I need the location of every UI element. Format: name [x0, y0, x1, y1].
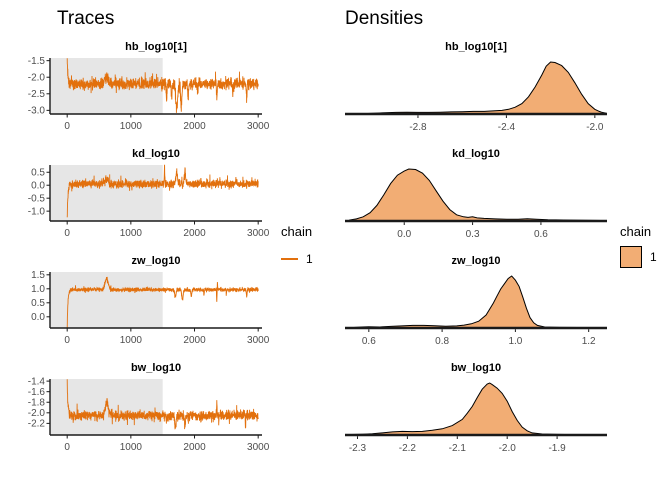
svg-text:0.0: 0.0: [31, 180, 45, 191]
svg-text:0: 0: [64, 442, 70, 453]
density-legend-item-label: 1: [650, 250, 657, 264]
svg-text:0.0: 0.0: [31, 312, 45, 323]
svg-text:1000: 1000: [120, 335, 143, 346]
svg-text:-2.3: -2.3: [349, 443, 367, 454]
density-plot-zw-log10: 0.6 0.8 1.0 1.2 zw_log10: [335, 250, 615, 357]
svg-text:1.0: 1.0: [508, 336, 522, 347]
svg-text:2000: 2000: [183, 335, 206, 346]
svg-text:bw_log10: bw_log10: [451, 362, 501, 374]
svg-text:-3.0: -3.0: [28, 106, 46, 117]
svg-text:0: 0: [64, 121, 70, 132]
svg-text:1.2: 1.2: [582, 336, 596, 347]
svg-text:0.3: 0.3: [466, 229, 480, 240]
trace-plot-zw-log10: 0 1000 2000 3000 1.5 1.0 0.5 0.0 zw_log10: [25, 250, 270, 357]
svg-text:-2.2: -2.2: [399, 443, 417, 454]
density-plot-bw-log10: -2.3 -2.2 -2.1 -2.0 -1.9 bw_log10: [335, 357, 615, 464]
svg-text:3000: 3000: [247, 335, 270, 346]
svg-text:-2.8: -2.8: [409, 122, 427, 133]
svg-text:1000: 1000: [120, 442, 143, 453]
svg-text:-2.0: -2.0: [28, 72, 46, 83]
svg-text:hb_log10[1]: hb_log10[1]: [125, 41, 187, 53]
chain-box-swatch: [620, 246, 642, 268]
svg-text:-2.4: -2.4: [498, 122, 516, 133]
trace-legend-item-label: 1: [306, 252, 313, 266]
chain-line-swatch: [281, 258, 298, 260]
svg-text:0.5: 0.5: [31, 167, 45, 178]
traces-column-heading: Traces: [57, 8, 115, 29]
svg-text:3000: 3000: [247, 121, 270, 132]
svg-text:-1.4: -1.4: [28, 376, 46, 387]
trace-plot-hb-log10: 0 1000 2000 3000 -1.5 -2.0 -2.5 -3.0 hb_log10[1]: [25, 36, 270, 143]
svg-text:0.8: 0.8: [435, 336, 449, 347]
trace-legend-item-chain-1: 1: [281, 252, 313, 266]
density-chain-legend: chain 1: [620, 224, 657, 268]
svg-text:0: 0: [64, 228, 70, 239]
svg-text:1.5: 1.5: [31, 270, 45, 281]
svg-text:-1.8: -1.8: [28, 397, 46, 408]
density-legend-title: chain: [620, 224, 652, 239]
svg-text:zw_log10: zw_log10: [132, 255, 181, 267]
svg-text:-1.5: -1.5: [28, 56, 46, 67]
svg-text:1000: 1000: [120, 121, 143, 132]
trace-plot-kd-log10: 0 1000 2000 3000 0.5 0.0 -0.5 -1.0 kd_log10: [25, 143, 270, 250]
svg-text:zw_log10: zw_log10: [452, 255, 501, 267]
svg-text:1000: 1000: [120, 228, 143, 239]
svg-text:-1.9: -1.9: [548, 443, 566, 454]
svg-text:bw_log10: bw_log10: [131, 362, 181, 374]
svg-text:-2.0: -2.0: [28, 408, 46, 419]
svg-text:0.0: 0.0: [397, 229, 411, 240]
svg-text:-2.5: -2.5: [28, 89, 46, 100]
svg-text:kd_log10: kd_log10: [452, 148, 500, 160]
svg-text:-1.6: -1.6: [28, 387, 46, 398]
svg-text:0.6: 0.6: [534, 229, 548, 240]
svg-text:0.6: 0.6: [362, 336, 376, 347]
svg-text:-0.5: -0.5: [28, 193, 46, 204]
svg-text:-1.0: -1.0: [28, 206, 46, 217]
svg-text:2000: 2000: [183, 228, 206, 239]
svg-text:2000: 2000: [183, 442, 206, 453]
svg-text:3000: 3000: [247, 228, 270, 239]
svg-text:2000: 2000: [183, 121, 206, 132]
trace-legend-title: chain: [281, 224, 313, 239]
svg-text:-2.1: -2.1: [449, 443, 467, 454]
trace-chain-legend: chain 1: [281, 224, 313, 266]
svg-text:0: 0: [64, 335, 70, 346]
svg-text:kd_log10: kd_log10: [132, 148, 180, 160]
density-plot-kd-log10: 0.0 0.3 0.6 kd_log10: [335, 143, 615, 250]
density-plot-hb-log10: -2.8 -2.4 -2.0 hb_log10[1]: [335, 36, 615, 143]
svg-text:3000: 3000: [247, 442, 270, 453]
density-legend-item-chain-1: 1: [620, 246, 657, 268]
svg-text:-2.2: -2.2: [28, 419, 46, 430]
densities-column-heading: Densities: [345, 8, 424, 29]
trace-plot-bw-log10: 0 1000 2000 3000 -1.4 -1.6 -1.8 -2.0 -2.2 bw_log1…: [25, 357, 270, 464]
svg-text:-2.0: -2.0: [499, 443, 517, 454]
svg-text:0.5: 0.5: [31, 298, 45, 309]
svg-text:-2.0: -2.0: [586, 122, 604, 133]
svg-text:hb_log10[1]: hb_log10[1]: [445, 41, 507, 53]
svg-text:1.0: 1.0: [31, 284, 45, 295]
